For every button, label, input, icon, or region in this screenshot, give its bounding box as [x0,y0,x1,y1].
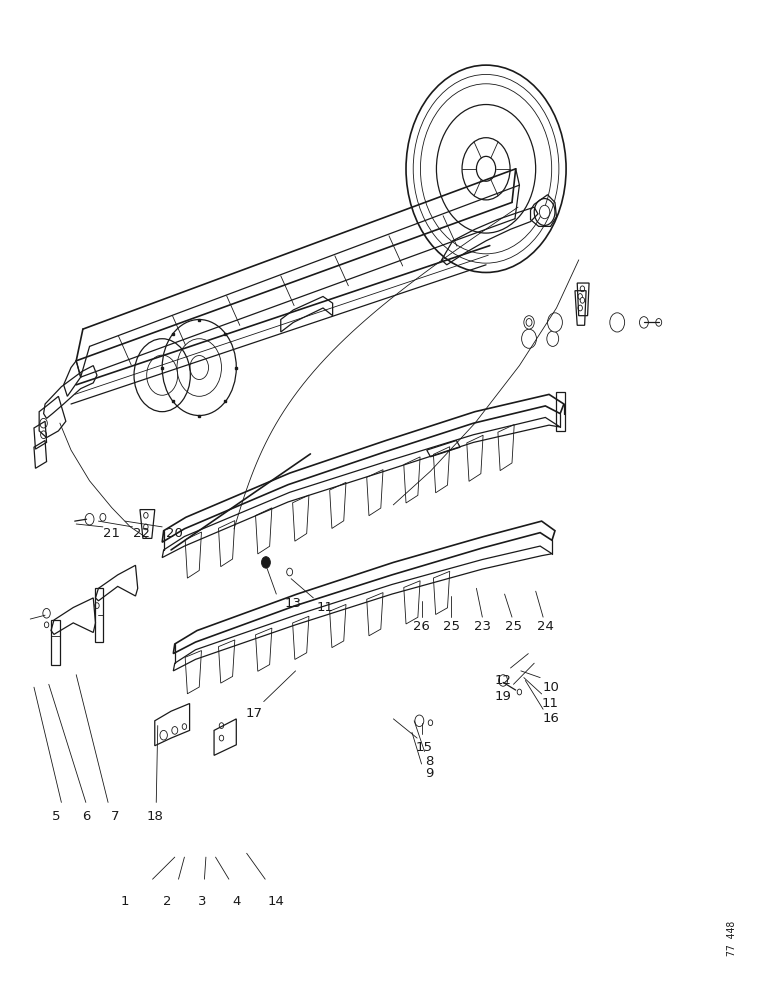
Text: 15: 15 [416,741,433,754]
Circle shape [41,431,46,439]
Text: 2: 2 [163,895,171,908]
Circle shape [286,568,293,576]
Circle shape [540,205,550,219]
Text: 11: 11 [317,601,334,614]
Circle shape [428,720,432,726]
Text: 12: 12 [495,674,512,687]
Circle shape [262,557,270,568]
Circle shape [639,317,648,328]
Circle shape [44,622,49,628]
Circle shape [219,735,224,741]
Circle shape [547,313,562,332]
Circle shape [550,335,556,343]
Circle shape [524,316,534,329]
Circle shape [581,286,584,292]
Circle shape [95,603,99,608]
Text: 4: 4 [232,895,241,908]
Circle shape [581,297,584,303]
Circle shape [415,715,424,727]
Circle shape [43,608,50,618]
Text: 5: 5 [52,810,60,823]
Text: 9: 9 [425,767,433,780]
Circle shape [522,329,537,348]
Circle shape [551,318,559,327]
Circle shape [610,313,625,332]
Text: 7: 7 [111,810,120,823]
Text: 3: 3 [198,895,206,908]
Text: 19: 19 [495,690,512,703]
Text: 26: 26 [413,620,430,633]
Text: 23: 23 [474,620,491,633]
Text: 21: 21 [103,527,120,540]
Circle shape [517,689,522,695]
Text: 20: 20 [166,527,183,540]
Circle shape [172,727,178,734]
Text: 14: 14 [268,895,285,908]
Text: 25: 25 [442,620,459,633]
Text: 1: 1 [120,895,129,908]
Circle shape [578,294,582,299]
Text: 77 448: 77 448 [727,921,737,956]
Circle shape [476,156,496,181]
Text: 25: 25 [505,620,522,633]
Circle shape [219,723,224,728]
Text: 11: 11 [542,697,559,710]
Circle shape [144,524,148,530]
Circle shape [160,730,168,740]
Circle shape [547,331,559,346]
Text: 17: 17 [245,707,262,720]
Text: 16: 16 [542,712,559,725]
Circle shape [499,675,507,686]
Circle shape [85,513,94,525]
Circle shape [144,512,148,518]
Text: 8: 8 [425,755,433,768]
Text: 22: 22 [133,527,150,540]
Circle shape [526,319,532,326]
Text: 13: 13 [285,597,302,610]
Text: 24: 24 [537,620,554,633]
Circle shape [614,318,621,327]
Circle shape [100,513,106,521]
Circle shape [655,319,662,326]
Circle shape [525,334,533,344]
Text: 10: 10 [542,681,559,694]
Circle shape [40,418,47,428]
Circle shape [578,305,582,311]
Circle shape [182,724,187,729]
Text: 18: 18 [147,810,163,823]
Text: 6: 6 [82,810,90,823]
Circle shape [190,356,208,380]
